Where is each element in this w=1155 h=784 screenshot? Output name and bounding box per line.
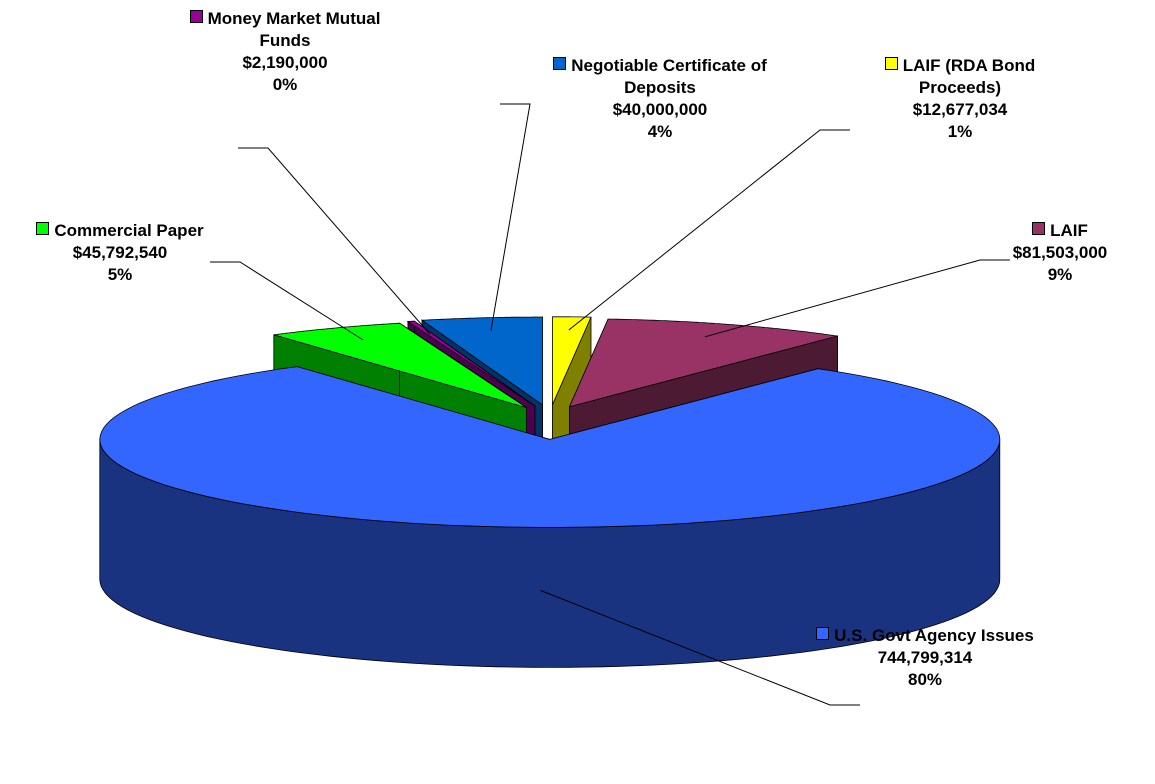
slice <box>99 366 1001 668</box>
legend-swatch <box>553 57 567 70</box>
leader-line <box>568 129 850 331</box>
percent-label: 9% <box>1047 265 1073 284</box>
leader-line <box>238 147 431 335</box>
slice-label: LAIF $81,503,000 9% <box>970 220 1150 286</box>
slice-top <box>568 318 838 408</box>
category-name: U.S. Govt Agency Issues <box>834 626 1034 645</box>
category-name: LAIF (RDA Bond Proceeds) <box>902 56 1036 97</box>
value-label: $2,190,000 <box>242 53 328 72</box>
category-name: Commercial Paper <box>54 221 204 240</box>
value-label: $45,792,540 <box>72 243 168 262</box>
percent-label: 5% <box>107 265 133 284</box>
slice-top <box>99 366 1001 528</box>
legend-swatch <box>816 627 830 640</box>
leader-line <box>210 261 364 341</box>
slice-label: Commercial Paper $45,792,540 5% <box>0 220 240 286</box>
value-label: $40,000,000 <box>612 100 708 119</box>
slice-label: Money Market Mutual Funds $2,190,000 0% <box>165 8 405 96</box>
legend-swatch <box>1032 222 1046 235</box>
leader-line <box>704 259 1010 338</box>
legend-swatch <box>36 222 50 235</box>
value-label: $12,677,034 <box>912 100 1008 119</box>
slice-label: Negotiable Certificate of Deposits $40,00… <box>535 55 785 143</box>
value-label: $81,503,000 <box>1012 243 1108 262</box>
leader-line <box>540 589 860 706</box>
percent-label: 1% <box>947 122 973 141</box>
slice-label: LAIF (RDA Bond Proceeds) $12,677,034 1% <box>850 55 1070 143</box>
slice-top <box>420 316 543 406</box>
leader-line <box>490 103 531 331</box>
legend-swatch <box>189 10 203 23</box>
legend-swatch <box>884 57 898 70</box>
percent-label: 0% <box>272 75 298 94</box>
slice-top <box>406 320 536 407</box>
category-name: Money Market Mutual Funds <box>207 9 381 50</box>
slice-label: U.S. Govt Agency Issues 744,799,314 80% <box>815 625 1035 691</box>
percent-label: 80% <box>907 670 943 689</box>
slice-top <box>273 322 527 408</box>
value-label: 744,799,314 <box>877 648 973 667</box>
category-name: LAIF <box>1050 221 1088 240</box>
category-name: Negotiable Certificate of Deposits <box>571 56 767 97</box>
percent-label: 4% <box>647 122 673 141</box>
